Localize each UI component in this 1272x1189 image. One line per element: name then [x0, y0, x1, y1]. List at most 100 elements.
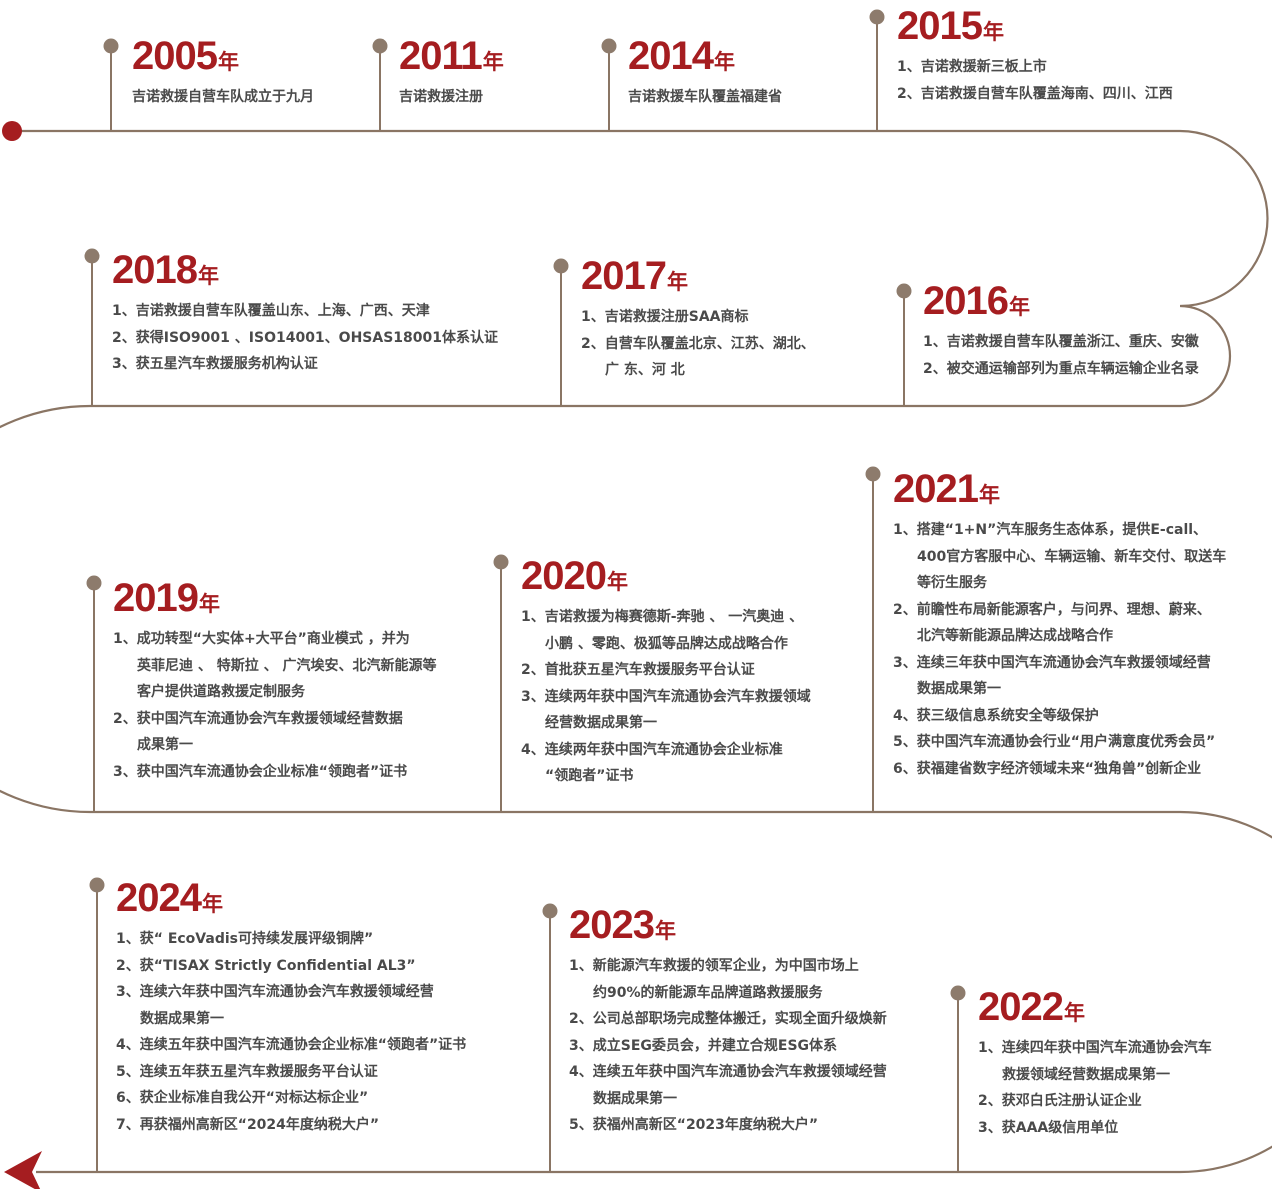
milestone-item-text: 7、再获福州高新区“2024年度纳税大户” [116, 1116, 380, 1133]
milestone-item-text: 2、公司总部职场完成整体搬迁，实现全面升级焕新 [569, 1011, 887, 1027]
milestone-item: 2、被交通运输部列为重点车辆运输企业名录 [923, 356, 1199, 383]
milestone-item-text: 2、首批获五星汽车救援服务平台认证 [521, 662, 755, 678]
arrow-left-icon [4, 1151, 42, 1189]
milestone-heading: 2015年 [897, 6, 1173, 46]
milestone-item: 吉诺救援注册 [399, 84, 504, 111]
milestone-dot-2017 [553, 258, 569, 274]
milestone-item: 3、获中国汽车流通协会企业标准“领跑者”证书 [113, 759, 437, 786]
milestone-item-text: 2、吉诺救援自营车队覆盖海南、四川、江西 [897, 85, 1173, 102]
milestone-item-text: 3、获中国汽车流通协会企业标准“领跑者”证书 [113, 763, 408, 780]
milestone-year: 2021 [893, 467, 979, 511]
milestone-items: 1、吉诺救援注册SAA商标 2、自营车队覆盖北京、江苏、湖北、广 东、河 北 [581, 304, 815, 384]
milestone-dot-2021 [865, 466, 881, 482]
milestone-dot-2024 [89, 877, 105, 893]
milestone-heading: 2019年 [113, 578, 437, 618]
milestone-item-text: 4、连续五年获中国汽车流通协会汽车救援领域经营 [569, 1064, 887, 1080]
milestone-item: 3、连续六年获中国汽车流通协会汽车救援领域经营 数据成果第一 [116, 979, 466, 1032]
milestone-items: 1、吉诺救援自营车队覆盖山东、上海、广西、天津 2、获得ISO9001 、ISO1… [112, 298, 498, 378]
milestone-item: 2、获得ISO9001 、ISO14001、OHSAS18001体系认证 [112, 325, 498, 352]
milestone-items: 1、成功转型“大实体+大平台”商业模式 ，并为 英菲尼迪 、 特斯拉 、 广汽埃安… [113, 626, 437, 785]
milestone-item-text: 6、获福建省数字经济领域未来“独角兽”创新企业 [893, 760, 1202, 777]
milestone-item-text: 3、连续六年获中国汽车流通协会汽车救援领域经营 [116, 984, 434, 1000]
milestone-item-continuation: 成果第一 [137, 737, 193, 753]
milestone-year: 2011 [399, 34, 483, 78]
milestone-item-text: 3、成立SEG委员会，并建立合规ESG体系 [569, 1037, 838, 1054]
milestone-item-continuation: 经营数据成果第一 [545, 715, 657, 731]
milestone-item: 4、连续五年获中国汽车流通协会企业标准“领跑者”证书 [116, 1032, 466, 1059]
milestone-item-text: 5、获福州高新区“2023年度纳税大户” [569, 1117, 819, 1133]
milestone-2023: 2023年 1、新能源汽车救援的领军企业，为中国市场上 约90%的新能源车品牌道路救… [569, 905, 887, 1139]
milestone-item-continuation: 400官方客服中心、车辆运输、新车交付、取送车 [917, 548, 1227, 565]
milestone-heading: 2018年 [112, 250, 498, 290]
milestone-item-text: 吉诺救援注册 [399, 89, 483, 105]
milestone-2021: 2021年 1、搭建“1+N”汽车服务生态体系，提供E-call、 400官方客服中… [893, 469, 1226, 782]
milestone-2014: 2014年 吉诺救援车队覆盖福建省 [628, 36, 782, 111]
milestone-item: 吉诺救援车队覆盖福建省 [628, 84, 782, 111]
milestone-item-text: 2、获“TISAX Strictly Confidential AL3” [116, 957, 416, 974]
milestone-item: 1、吉诺救援注册SAA商标 [581, 304, 815, 331]
milestone-item-continuation: 广 东、河 北 [605, 362, 685, 378]
milestone-item: 3、成立SEG委员会，并建立合规ESG体系 [569, 1033, 887, 1060]
milestone-heading: 2023年 [569, 905, 887, 945]
milestone-year: 2018 [112, 248, 198, 292]
milestone-item: 5、获福州高新区“2023年度纳税大户” [569, 1112, 887, 1139]
start-dot-icon [2, 121, 22, 141]
milestone-item: 1、吉诺救援为梅赛德斯-奔驰 、 一汽奥迪 、小鹏 、零跑、极狐等品牌达成战略合… [521, 604, 811, 657]
year-suffix: 年 [198, 592, 220, 616]
milestone-year: 2005 [132, 34, 218, 78]
milestone-2018: 2018年 1、吉诺救援自营车队覆盖山东、上海、广西、天津 2、获得ISO9001 … [112, 250, 498, 378]
milestone-item: 1、获“ EcoVadis可持续发展评级铜牌” [116, 926, 466, 953]
milestone-items: 1、吉诺救援新三板上市 2、吉诺救援自营车队覆盖海南、四川、江西 [897, 54, 1173, 107]
milestone-item-text: 1、新能源汽车救援的领军企业，为中国市场上 [569, 958, 859, 974]
milestone-item-continuation: 客户提供道路救援定制服务 [137, 684, 305, 700]
milestone-item-text: 3、获五星汽车救援服务机构认证 [112, 356, 318, 372]
milestone-dots [84, 9, 966, 1001]
milestone-heading: 2021年 [893, 469, 1226, 509]
year-suffix: 年 [1063, 1001, 1085, 1025]
milestone-item: 3、连续三年获中国汽车流通协会汽车救援领域经营 数据成果第一 [893, 650, 1226, 703]
milestone-item: 6、获福建省数字经济领域未来“独角兽”创新企业 [893, 756, 1226, 783]
milestone-heading: 2024年 [116, 878, 466, 918]
milestone-dot-2016 [896, 283, 912, 299]
milestone-2005: 2005年 吉诺救援自营车队成立于九月 [132, 36, 314, 111]
year-suffix: 年 [654, 919, 676, 943]
milestone-item-text: 2、被交通运输部列为重点车辆运输企业名录 [923, 360, 1199, 377]
milestone-item: 7、再获福州高新区“2024年度纳税大户” [116, 1112, 466, 1139]
milestone-year: 2022 [978, 985, 1064, 1029]
milestone-item: 6、获企业标准自我公开“对标达标企业” [116, 1085, 466, 1112]
milestone-items: 吉诺救援注册 [399, 84, 504, 111]
milestone-dot-2015 [869, 9, 885, 25]
milestone-item-continuation: 北汽等新能源品牌达成战略合作 [917, 628, 1113, 644]
milestone-item-text: 1、吉诺救援自营车队覆盖山东、上海、广西、天津 [112, 303, 430, 319]
milestone-item: 1、吉诺救援自营车队覆盖浙江、重庆、安徽 [923, 329, 1199, 356]
milestone-2016: 2016年 1、吉诺救援自营车队覆盖浙江、重庆、安徽 2、被交通运输部列为重点车辆运… [923, 281, 1199, 382]
milestone-item-text: 4、连续五年获中国汽车流通协会企业标准“领跑者”证书 [116, 1037, 467, 1053]
milestone-item-continuation: “领跑者”证书 [545, 768, 634, 784]
milestone-year: 2014 [628, 34, 714, 78]
milestone-item-text: 4、获三级信息系统安全等级保护 [893, 707, 1099, 724]
milestone-item: 4、获三级信息系统安全等级保护 [893, 703, 1226, 730]
milestone-item-continuation: 数据成果第一 [917, 681, 1001, 697]
milestone-item: 4、连续两年获中国汽车流通协会企业标准 “领跑者”证书 [521, 737, 811, 790]
milestone-year: 2015 [897, 4, 983, 48]
milestone-item: 4、连续五年获中国汽车流通协会汽车救援领域经营 数据成果第一 [569, 1059, 887, 1112]
milestone-item: 3、连续两年获中国汽车流通协会汽车救援领域 经营数据成果第一 [521, 684, 811, 737]
milestone-item-continuation: 小鹏 、零跑、极狐等品牌达成战略合作 [545, 635, 788, 652]
year-suffix: 年 [982, 20, 1004, 44]
milestone-dot-2014 [601, 38, 617, 54]
milestone-items: 吉诺救援车队覆盖福建省 [628, 84, 782, 111]
milestone-items: 1、获“ EcoVadis可持续发展评级铜牌” 2、获“TISAX Strictl… [116, 926, 466, 1138]
milestone-item-text: 1、吉诺救援新三板上市 [897, 59, 1047, 75]
year-suffix: 年 [217, 50, 239, 74]
milestone-items: 1、新能源汽车救援的领军企业，为中国市场上 约90%的新能源车品牌道路救援服务 2、… [569, 953, 887, 1139]
milestone-item: 1、连续四年获中国汽车流通协会汽车 救援领域经营数据成果第一 [978, 1035, 1212, 1088]
milestone-dot-2020 [493, 554, 509, 570]
milestone-2015: 2015年 1、吉诺救援新三板上市 2、吉诺救援自营车队覆盖海南、四川、江西 [897, 6, 1173, 107]
milestone-item: 2、自营车队覆盖北京、江苏、湖北、广 东、河 北 [581, 331, 815, 384]
milestone-item-text: 1、吉诺救援自营车队覆盖浙江、重庆、安徽 [923, 334, 1199, 350]
milestone-item: 1、吉诺救援自营车队覆盖山东、上海、广西、天津 [112, 298, 498, 325]
milestone-heading: 2011年 [399, 36, 504, 76]
milestone-item-text: 4、连续两年获中国汽车流通协会企业标准 [521, 741, 783, 758]
milestone-year: 2016 [923, 279, 1009, 323]
milestone-item-text: 5、连续五年获五星汽车救援服务平台认证 [116, 1063, 378, 1080]
